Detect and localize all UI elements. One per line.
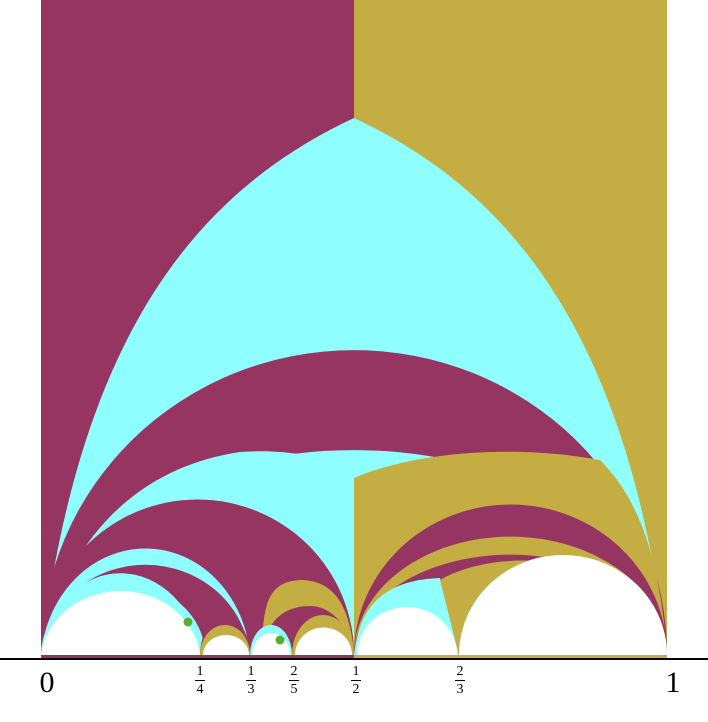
label-one-third: 1 3 (236, 664, 266, 697)
label-two-fifths-num: 2 (289, 664, 299, 681)
left-white-disc (41, 591, 200, 655)
right-white-disc-small (357, 607, 457, 655)
third-half-white-b (295, 627, 352, 655)
label-one-half: 1 2 (341, 664, 371, 697)
label-one-half-num: 1 (351, 664, 361, 681)
label-two-thirds-den: 3 (456, 682, 464, 697)
label-two-thirds-num: 2 (455, 664, 465, 681)
label-two-thirds: 2 3 (445, 664, 475, 697)
marker-b (275, 635, 285, 645)
quarter-third-white (203, 635, 249, 655)
label-one-third-den: 3 (247, 682, 255, 697)
label-zero: 0 (39, 666, 55, 699)
label-one-quarter: 1 4 (185, 664, 215, 697)
right-white-disc-large (459, 555, 667, 655)
label-one-half-den: 2 (352, 682, 360, 697)
label-two-fifths: 2 5 (279, 664, 309, 697)
label-one-quarter-num: 1 (195, 664, 205, 681)
label-one-third-num: 1 (246, 664, 256, 681)
marker-a (183, 617, 193, 627)
label-one: 1 (665, 666, 681, 699)
label-two-fifths-den: 5 (290, 682, 298, 697)
label-one-quarter-den: 4 (196, 682, 204, 697)
